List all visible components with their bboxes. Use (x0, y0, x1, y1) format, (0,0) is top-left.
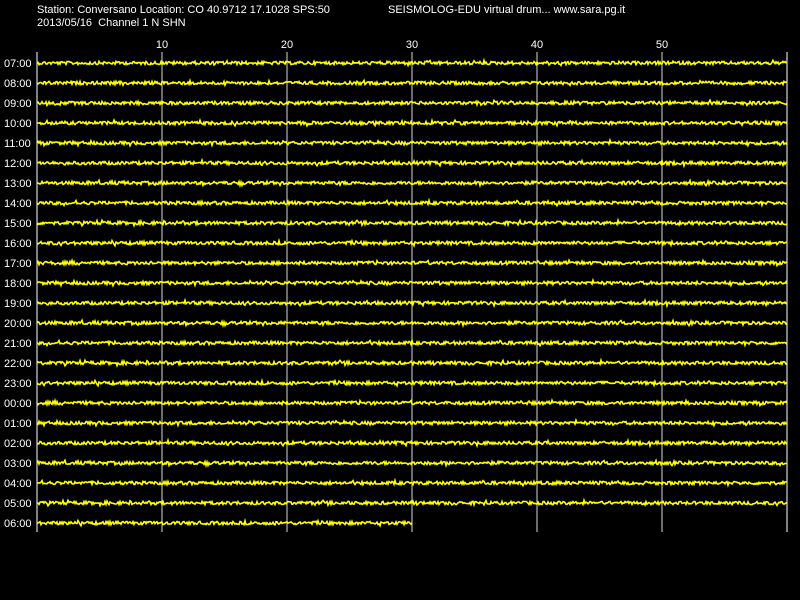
row-label: 19:00 (4, 298, 32, 310)
station-info: Station: Conversano Location: CO 40.9712… (37, 4, 330, 16)
grid (36, 52, 788, 532)
row-label: 09:00 (4, 98, 32, 110)
row-label: 14:00 (4, 198, 32, 210)
trace-2000 (36, 318, 788, 329)
row-label: 05:00 (4, 498, 32, 510)
trace-0400 (36, 477, 788, 488)
trace-2100 (36, 337, 788, 348)
app-title: SEISMOLOG-EDU virtual drum... www.sara.p… (388, 4, 626, 16)
trace-0200 (36, 437, 788, 449)
row-label: 15:00 (4, 218, 32, 230)
trace-2300 (36, 377, 788, 388)
trace-0600 (37, 517, 413, 528)
date-channel-info: 2013/05/16 Channel 1 N SHN (37, 17, 186, 29)
trace-0900 (36, 98, 788, 108)
trace-0800 (36, 77, 788, 88)
row-label: 03:00 (4, 458, 32, 470)
trace-0700 (36, 57, 788, 68)
trace-0300 (36, 458, 787, 469)
trace-1600 (36, 237, 788, 248)
row-label: 20:00 (4, 318, 32, 330)
trace-1100 (36, 137, 788, 148)
x-tick-label: 10 (156, 39, 168, 51)
trace-1800 (36, 277, 788, 288)
row-labels: 07:00 08:00 09:00 10:00 11:00 12:00 13:00 14:00… (4, 58, 32, 530)
row-label: 17:00 (4, 258, 32, 270)
trace-1000 (37, 117, 788, 128)
trace-0100 (36, 417, 788, 428)
row-label: 00:00 (4, 398, 32, 410)
row-label: 18:00 (4, 278, 32, 290)
row-label: 13:00 (4, 178, 32, 190)
trace-1400 (36, 197, 788, 208)
traces (36, 57, 788, 528)
row-label: 22:00 (4, 358, 32, 370)
row-label: 04:00 (4, 478, 32, 490)
trace-1900 (36, 297, 788, 309)
row-label: 23:00 (4, 378, 32, 390)
trace-0500 (36, 497, 788, 508)
row-label: 06:00 (4, 518, 32, 530)
row-label: 16:00 (4, 238, 32, 250)
row-label: 08:00 (4, 78, 32, 90)
row-label: 07:00 (4, 58, 32, 70)
x-tick-label: 50 (656, 39, 668, 51)
row-label: 21:00 (4, 338, 32, 350)
trace-0000 (36, 397, 788, 408)
trace-1300 (36, 178, 788, 189)
x-tick-label: 20 (281, 39, 293, 51)
row-label: 12:00 (4, 158, 32, 170)
x-tick-label: 30 (406, 39, 418, 51)
row-label: 10:00 (4, 118, 32, 130)
trace-1700 (36, 257, 788, 268)
trace-1500 (36, 217, 788, 228)
trace-2200 (36, 357, 788, 368)
x-tick-label: 40 (531, 39, 543, 51)
trace-1200 (36, 157, 788, 169)
row-label: 11:00 (4, 138, 31, 150)
x-axis-ticks: 10 20 30 40 50 (156, 39, 668, 51)
row-label: 01:00 (4, 418, 32, 430)
row-label: 02:00 (4, 438, 32, 450)
